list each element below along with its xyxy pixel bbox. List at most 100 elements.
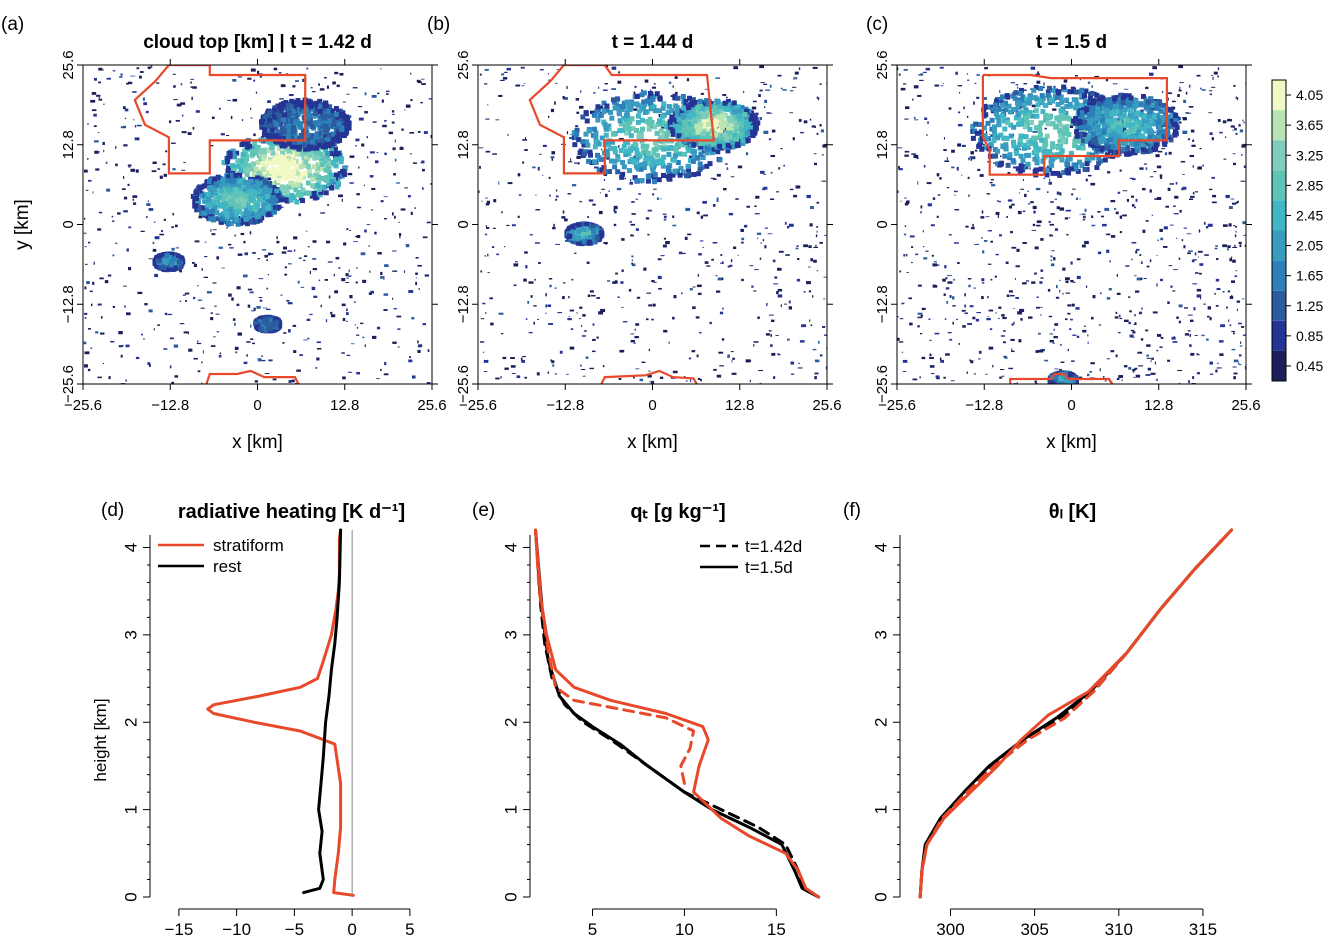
cloud-cell xyxy=(537,167,540,171)
cloud-cell xyxy=(260,355,264,357)
cloud-cell xyxy=(309,270,312,275)
cloud-cell xyxy=(652,303,656,307)
cloud-cell xyxy=(410,99,413,102)
cloud-cell xyxy=(134,125,137,128)
cloud-cell xyxy=(127,164,132,167)
cloud-cell xyxy=(672,224,677,227)
cloud-cell xyxy=(670,131,676,137)
cloud-cell xyxy=(686,95,692,101)
cloud-cell xyxy=(599,135,605,141)
cloud-cell xyxy=(163,173,168,177)
cloud-cell xyxy=(551,360,555,364)
cloud-cell xyxy=(325,150,331,156)
cloud-cell xyxy=(300,103,306,109)
cloud-cell xyxy=(770,319,775,323)
cloud-cell xyxy=(314,194,320,200)
cloud-cell xyxy=(268,321,274,327)
cloud-cell xyxy=(355,281,358,284)
cloud-cell xyxy=(260,167,266,173)
cloud-cell xyxy=(257,196,263,202)
cloud-cell xyxy=(625,140,631,146)
cloud-cell xyxy=(221,195,227,201)
cloud-cell xyxy=(705,132,711,138)
cloud-cell xyxy=(731,100,737,106)
cloud-cell xyxy=(555,243,561,245)
cloud-cell xyxy=(672,316,675,320)
cloud-cell xyxy=(184,292,190,295)
cloud-cell xyxy=(251,161,257,167)
cloud-cell xyxy=(585,356,589,359)
cloud-cell xyxy=(632,141,638,147)
cloud-cell xyxy=(421,78,425,80)
cloud-cell xyxy=(606,280,611,282)
cloud-cell xyxy=(816,230,818,233)
cloud-cell xyxy=(674,112,680,118)
cloud-cell xyxy=(647,91,653,97)
cloud-cell xyxy=(518,194,522,196)
cloud-cell xyxy=(547,371,550,374)
cloud-cell xyxy=(144,303,148,306)
cloud-cell xyxy=(261,187,267,193)
cloud-cell xyxy=(816,226,819,228)
cloud-cell xyxy=(717,157,723,163)
cloud-cell xyxy=(687,114,693,120)
cloud-cell xyxy=(604,148,610,154)
cloud-cell xyxy=(319,138,325,144)
cloud-cell xyxy=(576,137,582,143)
cloud-cell xyxy=(126,82,129,85)
cloud-cell xyxy=(118,330,123,335)
cloud-cell xyxy=(289,172,295,178)
cloud-cell xyxy=(118,345,123,348)
cloud-cell xyxy=(227,99,232,101)
cloud-cell xyxy=(778,354,781,356)
cloud-cell xyxy=(308,103,314,109)
cloud-cell xyxy=(695,104,701,110)
cloud-cell xyxy=(305,110,311,116)
cloud-cell xyxy=(247,304,251,308)
cloud-cell xyxy=(267,157,273,163)
cloud-cell xyxy=(641,99,647,105)
cloud-cell xyxy=(643,267,647,271)
cloud-cell xyxy=(824,234,827,236)
cloud-cell xyxy=(243,361,248,365)
cloud-cell xyxy=(421,160,425,164)
cloud-cell xyxy=(722,132,728,138)
x-tick-label: −12.8 xyxy=(151,397,189,414)
cloud-cell xyxy=(317,98,323,104)
cloud-cell xyxy=(618,378,622,381)
cloud-cell xyxy=(246,216,252,222)
cloud-cell xyxy=(284,273,288,276)
cloud-cell xyxy=(770,334,772,337)
cloud-cell xyxy=(333,172,339,178)
cloud-cell xyxy=(498,94,503,97)
cloud-cell xyxy=(652,124,658,130)
cloud-cell xyxy=(734,123,740,129)
cloud-cell xyxy=(237,332,242,336)
cloud-cell xyxy=(271,112,277,118)
cloud-cell xyxy=(380,368,382,372)
cloud-cell xyxy=(87,179,92,182)
cloud-cell xyxy=(592,144,598,150)
cloud-cell xyxy=(327,261,333,263)
cloud-cell xyxy=(332,146,338,152)
cloud-cell xyxy=(333,156,339,162)
cloud-cell xyxy=(580,364,582,367)
cloud-cell xyxy=(263,320,269,326)
cloud-cell xyxy=(397,346,400,348)
cloud-cell xyxy=(240,152,246,158)
cloud-cell xyxy=(631,262,633,265)
cloud-cell xyxy=(698,134,704,140)
cloud-cell xyxy=(221,198,227,204)
cloud-cell xyxy=(210,317,214,321)
cloud-cell xyxy=(333,105,339,111)
cloud-cell xyxy=(501,212,503,214)
cloud-cell xyxy=(637,153,643,159)
cloud-cell xyxy=(710,177,715,179)
cloud-cell xyxy=(750,133,756,139)
cloud-cell xyxy=(513,284,517,287)
cloud-cell xyxy=(277,163,283,169)
cloud-cell xyxy=(485,197,488,199)
cloud-cell xyxy=(300,286,305,288)
cloud-cell xyxy=(311,91,316,93)
cloud-cell xyxy=(752,100,757,103)
